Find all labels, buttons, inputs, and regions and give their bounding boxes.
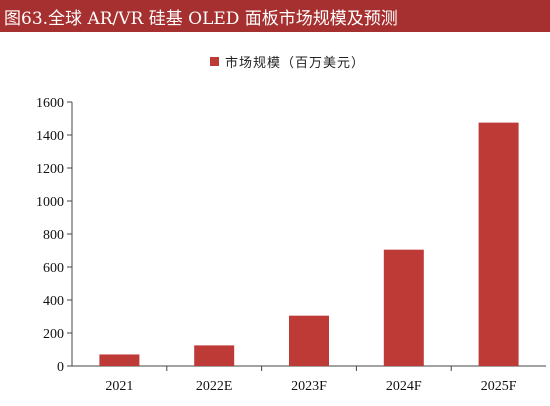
y-tick-label: 800 (43, 228, 64, 243)
x-tick-label: 2022E (196, 379, 233, 394)
title-bar: 图63.全球 AR/VR 硅基 OLED 面板市场规模及预测 (0, 0, 550, 32)
y-tick-label: 1600 (36, 96, 64, 111)
legend-label: 市场规模（百万美元） (225, 56, 366, 71)
legend-swatch (210, 57, 219, 66)
y-tick-label: 1200 (36, 162, 64, 177)
y-tick-label: 1400 (36, 129, 64, 144)
y-tick-label: 1000 (36, 195, 64, 210)
bar-2021 (99, 354, 140, 366)
bar-2025F (478, 122, 519, 366)
y-tick-label: 0 (57, 360, 64, 375)
x-tick-label: 2025F (481, 379, 517, 394)
x-tick-label: 2024F (386, 379, 422, 394)
x-tick-label: 2021 (105, 379, 133, 394)
bar-2022E (194, 345, 235, 366)
bar-2024F (383, 249, 424, 366)
chart-legend: 市场规模（百万美元） (210, 52, 365, 71)
y-tick-label: 400 (43, 294, 64, 309)
y-tick-label: 600 (43, 261, 64, 276)
x-tick-label: 2023F (291, 379, 327, 394)
y-tick-label: 200 (43, 327, 64, 342)
page-title: 图63.全球 AR/VR 硅基 OLED 面板市场规模及预测 (4, 8, 398, 29)
bar-2023F (289, 315, 329, 366)
